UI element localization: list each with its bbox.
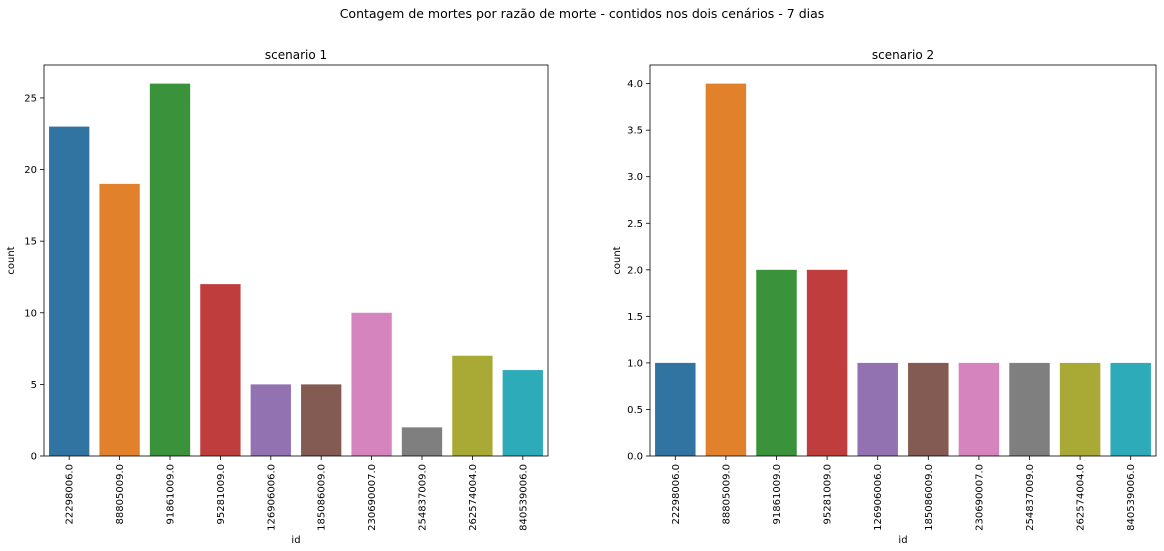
axes-frame	[649, 64, 1157, 457]
y-tick-label: 4.0	[627, 79, 643, 90]
x-tick-label: 185086009.0	[317, 464, 328, 531]
panel-scenario-1: 0 5 10 15 20 25 22298006.0 88805009.0 91861009.0…	[6, 48, 549, 546]
axes-title: scenario 1	[265, 48, 327, 62]
y-tick-label: 2.0	[627, 265, 643, 276]
x-tick-label: 88805009.0	[721, 464, 732, 524]
bar-95281009-0	[806, 269, 848, 456]
bar-126906006-0	[857, 362, 898, 456]
y-axis-label: count	[6, 246, 17, 274]
bar-22298006-0	[655, 362, 696, 456]
bar-126906006-0	[250, 384, 291, 456]
x-tick-label: 88805009.0	[115, 464, 126, 524]
x-tick-label: 126906006.0	[266, 464, 277, 531]
bar-88805009-0	[99, 183, 140, 456]
y-tick-label: 2.5	[627, 219, 643, 230]
x-tick-label: 840539006.0	[518, 464, 529, 531]
y-tick-label: 5	[31, 380, 37, 391]
y-tick-label: 15	[24, 237, 37, 248]
y-tick-label: 25	[24, 93, 37, 104]
bar-840539006-0	[502, 370, 543, 456]
bar-262574004-0	[1059, 362, 1101, 456]
bar-262574004-0	[452, 355, 493, 456]
y-tick-label: 3.0	[627, 172, 643, 183]
bar-88805009-0	[705, 83, 747, 457]
axes-frame	[43, 64, 549, 457]
x-tick-label: 185086009.0	[924, 464, 935, 531]
y-tick-label: 0.5	[627, 405, 643, 416]
x-tick-label: 254837009.0	[418, 464, 429, 531]
bar-91861009-0	[756, 269, 797, 456]
y-tick-label: 0.0	[627, 452, 643, 463]
x-tick-label: 91861009.0	[166, 464, 177, 524]
y-tick-label: 10	[24, 308, 37, 319]
x-tick-label: 91861009.0	[772, 464, 783, 524]
x-tick-label: 262574004.0	[468, 464, 479, 531]
bar-91861009-0	[149, 83, 191, 457]
x-tick-label: 95281009.0	[216, 464, 227, 524]
y-tick-label: 1.5	[627, 312, 643, 323]
figure-suptitle: Contagem de mortes por razão de morte - …	[340, 6, 825, 21]
x-tick-label: 22298006.0	[671, 464, 682, 524]
bar-840539006-0	[1110, 362, 1151, 456]
x-tick-label: 126906006.0	[873, 464, 884, 531]
y-tick-label: 3.5	[627, 126, 643, 137]
y-tick-label: 1.0	[627, 358, 643, 369]
x-tick-label: 840539006.0	[1126, 464, 1137, 531]
bar-22298006-0	[49, 126, 90, 456]
bar-230690007-0	[351, 312, 392, 456]
bar-185086009-0	[908, 362, 949, 456]
x-axis-label: id	[898, 535, 907, 546]
x-tick-label: 254837009.0	[1025, 464, 1036, 531]
x-tick-label: 22298006.0	[65, 464, 76, 524]
bar-185086009-0	[301, 384, 342, 456]
y-axis-label: count	[612, 246, 623, 274]
y-tick-label: 0	[31, 452, 37, 463]
bar-230690007-0	[958, 362, 1000, 456]
x-tick-label: 230690007.0	[367, 464, 378, 531]
axes-title: scenario 2	[872, 48, 934, 62]
bar-254837009-0	[401, 427, 443, 456]
x-axis-label: id	[291, 535, 300, 546]
x-tick-label: 262574004.0	[1076, 464, 1087, 531]
panel-scenario-2: 0.0 0.5 1.0 1.5 2.0 2.5 3.0 3.5 4.0 22298006.0 888…	[612, 48, 1157, 546]
x-tick-label: 95281009.0	[823, 464, 834, 524]
y-tick-label: 20	[24, 165, 37, 176]
bar-95281009-0	[200, 284, 241, 456]
x-tick-label: 230690007.0	[974, 464, 985, 531]
bar-254837009-0	[1009, 362, 1050, 456]
